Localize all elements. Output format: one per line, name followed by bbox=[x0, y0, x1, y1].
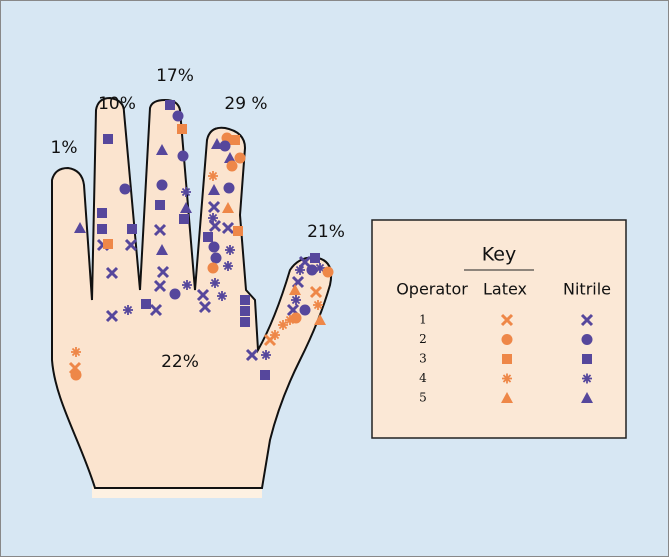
asterisk-marker bbox=[181, 187, 191, 197]
circle-marker bbox=[208, 263, 219, 274]
circle-marker bbox=[307, 265, 318, 276]
circle-marker bbox=[157, 180, 168, 191]
asterisk-marker bbox=[223, 261, 233, 271]
asterisk-marker bbox=[278, 320, 288, 330]
operator-number: 2 bbox=[419, 332, 427, 346]
percent-label: 17% bbox=[156, 66, 194, 86]
asterisk-marker bbox=[208, 171, 218, 181]
asterisk-marker bbox=[291, 295, 301, 305]
asterisk-marker bbox=[313, 300, 323, 310]
asterisk-marker bbox=[295, 265, 305, 275]
square-marker bbox=[582, 354, 592, 364]
circle-marker bbox=[170, 289, 181, 300]
percent-label: 29 % bbox=[224, 94, 267, 114]
circle-marker bbox=[227, 161, 238, 172]
circle-marker bbox=[582, 334, 593, 345]
circle-marker bbox=[211, 253, 222, 264]
square-marker bbox=[155, 200, 165, 210]
asterisk-marker bbox=[123, 305, 133, 315]
circle-marker bbox=[178, 151, 189, 162]
percent-label: 22% bbox=[161, 352, 199, 372]
circle-marker bbox=[209, 242, 220, 253]
square-marker bbox=[260, 370, 270, 380]
square-marker bbox=[103, 134, 113, 144]
asterisk-marker bbox=[582, 374, 592, 384]
circle-marker bbox=[71, 370, 82, 381]
operator-number: 3 bbox=[419, 352, 427, 366]
circle-marker bbox=[323, 267, 334, 278]
square-marker bbox=[177, 124, 187, 134]
circle-marker bbox=[173, 111, 184, 122]
square-marker bbox=[103, 239, 113, 249]
asterisk-marker bbox=[261, 350, 271, 360]
circle-marker bbox=[502, 334, 513, 345]
square-marker bbox=[233, 226, 243, 236]
circle-marker bbox=[220, 141, 231, 152]
square-marker bbox=[240, 295, 250, 305]
figure: 1% 10% 17% 29 % 21% 22% Key Operator Lat… bbox=[0, 0, 669, 557]
square-marker bbox=[502, 354, 512, 364]
square-marker bbox=[141, 299, 151, 309]
asterisk-marker bbox=[71, 347, 81, 357]
operator-number: 1 bbox=[419, 313, 427, 327]
square-marker bbox=[179, 214, 189, 224]
circle-marker bbox=[224, 183, 235, 194]
percent-label: 1% bbox=[51, 138, 78, 158]
asterisk-marker bbox=[502, 374, 512, 384]
circle-marker bbox=[300, 305, 311, 316]
asterisk-marker bbox=[217, 291, 227, 301]
circle-marker bbox=[120, 184, 131, 195]
key-header: Latex bbox=[483, 280, 527, 299]
square-marker bbox=[165, 100, 175, 110]
key-header: Nitrile bbox=[563, 280, 611, 299]
square-marker bbox=[240, 306, 250, 316]
asterisk-marker bbox=[210, 278, 220, 288]
square-marker bbox=[230, 135, 240, 145]
square-marker bbox=[97, 208, 107, 218]
square-marker bbox=[240, 317, 250, 327]
asterisk-marker bbox=[285, 315, 295, 325]
percent-label: 21% bbox=[307, 222, 345, 242]
circle-marker bbox=[235, 153, 246, 164]
asterisk-marker bbox=[270, 330, 280, 340]
square-marker bbox=[127, 224, 137, 234]
square-marker bbox=[310, 253, 320, 263]
asterisk-marker bbox=[225, 245, 235, 255]
operator-number: 4 bbox=[419, 371, 427, 385]
asterisk-marker bbox=[182, 280, 192, 290]
percent-label: 10% bbox=[98, 94, 136, 114]
key-title: Key bbox=[482, 244, 516, 266]
square-marker bbox=[97, 224, 107, 234]
operator-number: 5 bbox=[419, 391, 427, 405]
key-header: Operator bbox=[396, 280, 468, 299]
square-marker bbox=[203, 232, 213, 242]
